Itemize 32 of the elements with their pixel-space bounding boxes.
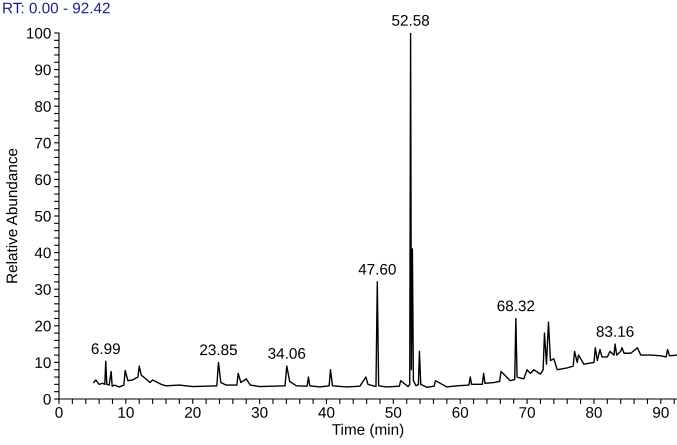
y-axis-title: Relative Abundance — [6, 148, 18, 283]
x-tick-label: 70 — [519, 407, 535, 418]
x-tick-label: 60 — [452, 407, 468, 418]
annotation: 47.60 — [358, 264, 396, 275]
x-tick-label: 20 — [185, 407, 201, 418]
annotation: 52.58 — [392, 14, 430, 26]
x-axis-title: Time (min) — [332, 424, 404, 438]
y-tick-label: 0 — [43, 394, 51, 405]
y-tick-label: 70 — [35, 138, 51, 148]
x-tick-label: 30 — [252, 407, 268, 418]
y-tick-label: 40 — [34, 247, 51, 258]
x-tick-label: 80 — [586, 407, 602, 418]
y-tick-label: 90 — [35, 64, 51, 76]
y-tick-label: 10 — [36, 357, 51, 368]
annotation: 83.16 — [596, 326, 634, 337]
y-tick-label: 80 — [35, 101, 51, 112]
annotation: 23.85 — [200, 344, 237, 356]
annotation: 68.32 — [498, 300, 534, 312]
annotation: 34.06 — [268, 348, 306, 359]
x-tick-label: 10 — [118, 407, 134, 418]
x-tick-label: 40 — [318, 407, 334, 418]
y-tick-label: 30 — [34, 284, 51, 295]
y-tick-label: 100 — [27, 28, 51, 39]
x-tick-label: 50 — [385, 407, 402, 418]
y-tick-label: 60 — [35, 174, 51, 186]
chart-title: RT: 0.00 - 92.42 — [3, 2, 110, 14]
line-series — [93, 33, 677, 388]
y-tick-label: 50 — [34, 210, 51, 222]
y-tick-label: 20 — [35, 320, 51, 332]
x-tick-label: 0 — [55, 407, 63, 418]
annotation: 6.99 — [92, 343, 120, 354]
x-tick-label: 90 — [653, 407, 669, 418]
